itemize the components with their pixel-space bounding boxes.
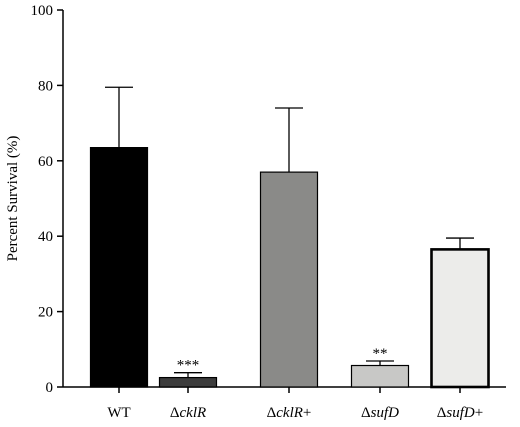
significance-annotation: ** [373,346,388,362]
y-tick-label: 80 [38,78,53,94]
bar [259,171,319,388]
y-tick-label: 40 [38,229,53,245]
category-label: ΔsufD [361,405,399,421]
bar [350,364,410,388]
y-tick-label: 20 [38,305,53,321]
bar [430,248,490,389]
category-label: ΔcklR+ [267,405,312,421]
category-label: ΔsufD+ [437,405,483,421]
y-tick-label: 0 [46,380,54,396]
y-tick-label: 60 [38,154,53,170]
category-label: ΔcklR [170,405,206,421]
category-label: WT [107,405,130,421]
y-axis-label: Percent Survival (%) [5,136,21,262]
bar [89,147,149,388]
labels: 0 20 40 60 80 100 WT ΔcklR *** ΔcklR+ ΔsufD ** ΔsufD… [31,3,484,421]
significance-annotation: *** [177,358,200,374]
bars [89,86,490,389]
bar [158,376,218,388]
y-tick-label: 100 [31,3,54,19]
